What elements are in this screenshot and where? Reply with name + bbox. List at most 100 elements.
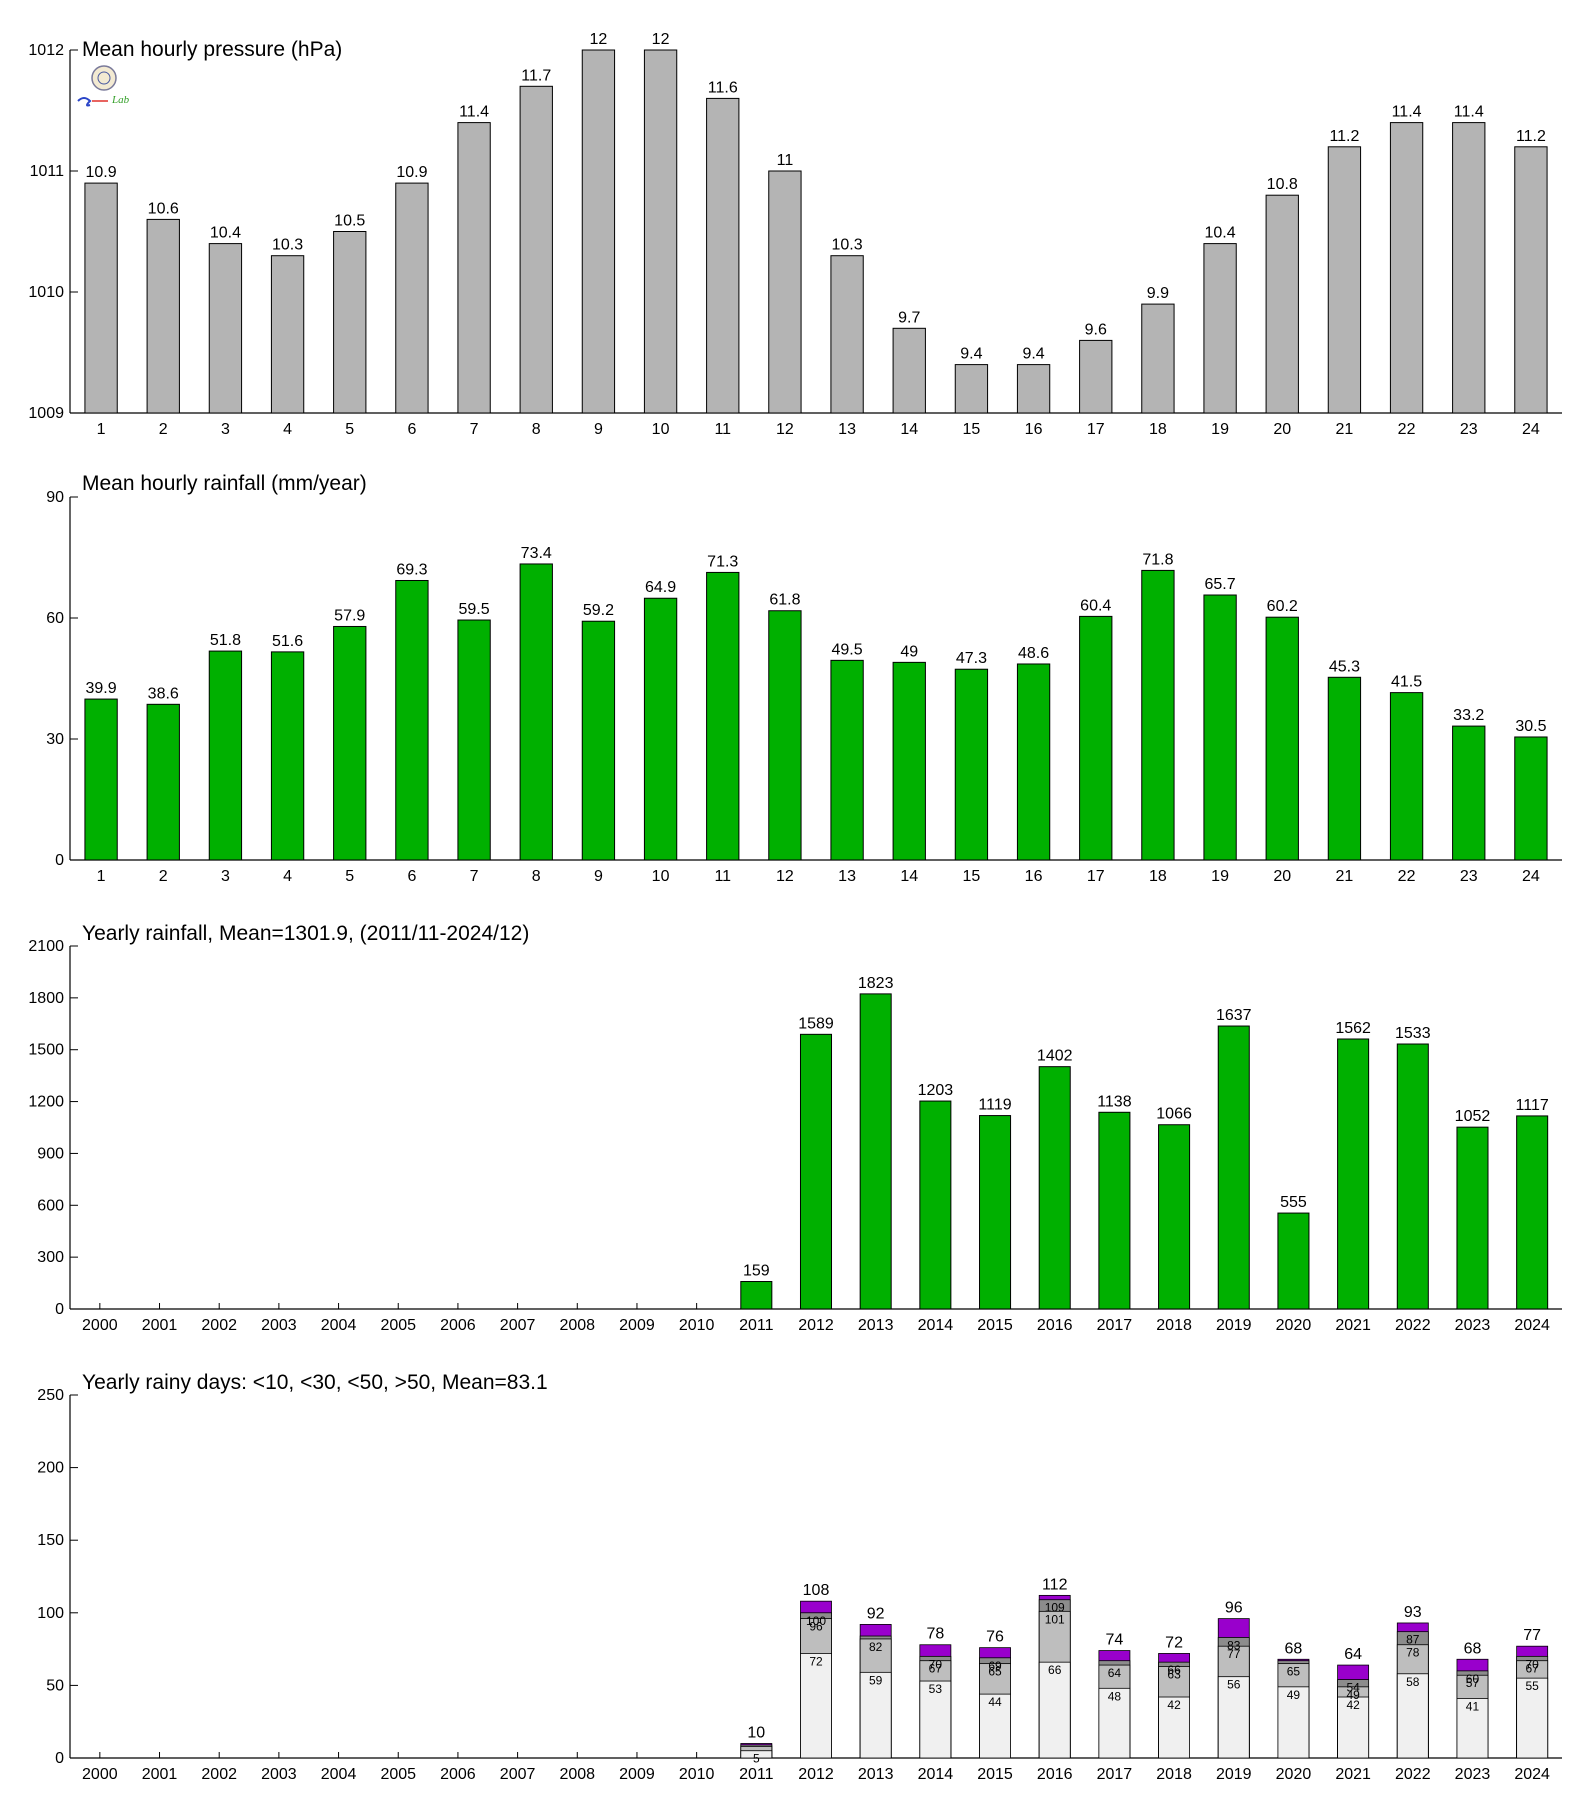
hourly-rain-x-tick-label: 19 <box>1211 868 1229 885</box>
rainy-days-lt10-label: 42 <box>1346 1698 1360 1712</box>
rainy-days-x-tick-label: 2022 <box>1395 1766 1431 1783</box>
yearly-rain-x-tick-label: 2007 <box>500 1317 536 1334</box>
yearly-rain-x-tick-label: 2010 <box>679 1317 715 1334</box>
yearly-rain-x-tick-label: 2000 <box>82 1317 118 1334</box>
hourly-rain-data-label: 57.9 <box>334 607 365 624</box>
yearly-rain-x-tick-label: 2018 <box>1156 1317 1192 1334</box>
hourly-rain-data-label: 39.9 <box>86 680 117 697</box>
pressure-data-label: 9.4 <box>960 346 982 363</box>
lab-logo: Lab <box>77 65 130 107</box>
yearly-rain-y-tick-label: 1800 <box>28 990 64 1007</box>
hourly-rain-x-tick-label: 21 <box>1336 868 1354 885</box>
pressure-x-tick-label: 18 <box>1149 421 1167 438</box>
pressure-x-tick-label: 14 <box>900 421 918 438</box>
pressure-x-tick-label: 4 <box>283 421 292 438</box>
pressure-x-tick-label: 11 <box>714 421 731 438</box>
seal-icon <box>91 65 117 91</box>
yearly-rain-x-tick-label: 2015 <box>977 1317 1013 1334</box>
rainy-days-lt10-label: 44 <box>988 1695 1002 1709</box>
hourly-rain-x-tick-label: 24 <box>1522 868 1540 885</box>
pressure-y-tick-label: 1011 <box>30 163 65 180</box>
pressure-x-tick-label: 23 <box>1460 421 1478 438</box>
yearly-rain-x-tick-label: 2012 <box>798 1317 834 1334</box>
rainy-days-lt30-label: 78 <box>1406 1646 1420 1660</box>
rainy-days-total-label: 96 <box>1225 1600 1243 1617</box>
rainy-days-lt30-label: 67 <box>1525 1662 1539 1676</box>
hourly-rain-bar <box>1452 725 1486 861</box>
hourly-rain-bar <box>1389 692 1424 861</box>
pressure-x-tick-label: 21 <box>1336 421 1354 438</box>
rainy-days-y-tick-label: 200 <box>37 1460 64 1477</box>
hourly-rain-data-label: 71.3 <box>707 553 738 570</box>
rainy-days-lt30-label: 65 <box>988 1665 1002 1679</box>
pressure-bar <box>830 255 864 414</box>
hourly-rain-data-label: 65.7 <box>1205 576 1236 593</box>
rainy-days-y-tick-label: 50 <box>46 1677 64 1694</box>
rainy-days-x-tick-label: 2013 <box>858 1766 894 1783</box>
rainy-days-lt30-label: 57 <box>1466 1676 1480 1690</box>
rainy-days-lt30-label: 65 <box>1287 1665 1301 1679</box>
hourly-rain-data-label: 71.8 <box>1142 551 1173 568</box>
hourly-rain-bar <box>1265 616 1299 861</box>
hourly-rain-data-label: 64.9 <box>645 579 676 596</box>
yearly-rain-data-label: 1533 <box>1395 1025 1431 1042</box>
yearly-rainfall-chart-title: Yearly rainfall, Mean=1301.9, (2011/11-2… <box>82 922 529 945</box>
pressure-chart-title: Mean hourly pressure (hPa) <box>82 38 342 61</box>
pressure-bar <box>146 218 180 414</box>
rainy-days-x-tick-label: 2003 <box>261 1766 297 1783</box>
rainy-days-lt30-label: 64 <box>1108 1666 1122 1680</box>
rainy-days-lt30-label: 101 <box>1045 1612 1065 1626</box>
pressure-x-tick-label: 7 <box>470 421 479 438</box>
rainy-days-x-tick-label: 2004 <box>321 1766 357 1783</box>
rainy-days-lt50-label: 83 <box>1227 1638 1241 1652</box>
rainy-days-panel: Yearly rainy days: <10, <30, <50, >50, M… <box>37 1371 1562 1783</box>
pressure-data-label: 10.6 <box>148 200 179 217</box>
rainy-days-total-label: 10 <box>747 1724 765 1741</box>
hourly-rain-data-label: 61.8 <box>769 592 800 609</box>
hourly-rain-x-tick-label: 9 <box>594 868 603 885</box>
hourly-rain-bar <box>581 620 616 861</box>
hourly-rain-x-tick-label: 5 <box>345 868 354 885</box>
rainy-days-total-label: 78 <box>926 1626 944 1643</box>
hourly-rain-data-label: 51.6 <box>272 633 303 650</box>
pressure-x-tick-label: 1 <box>97 421 106 438</box>
rainy-days-lt10-segment <box>1158 1696 1190 1759</box>
pressure-x-tick-label: 3 <box>221 421 230 438</box>
hourly-rain-data-label: 73.4 <box>521 545 552 562</box>
hourly-rain-bar <box>333 625 367 861</box>
pressure-x-tick-label: 5 <box>345 421 354 438</box>
yearly-rain-x-tick-label: 2014 <box>918 1317 954 1334</box>
pressure-x-tick-label: 20 <box>1273 421 1291 438</box>
rainy-days-lt10-label: 5 <box>753 1752 760 1766</box>
hourly-rain-data-label: 60.2 <box>1267 598 1298 615</box>
pressure-x-tick-label: 22 <box>1398 421 1416 438</box>
rainy-days-lt50-label: 70 <box>1525 1657 1539 1671</box>
yearly-rain-data-label: 1589 <box>798 1015 834 1032</box>
yearly-rain-y-tick-label: 1500 <box>28 1042 64 1059</box>
pressure-data-label: 10.8 <box>1267 176 1298 193</box>
pressure-data-label: 12 <box>652 31 670 48</box>
yearly-rain-x-tick-label: 2002 <box>201 1317 237 1334</box>
yearly-rain-x-tick-label: 2001 <box>142 1317 178 1334</box>
hourly-rain-bar <box>1079 615 1113 861</box>
yearly-rain-bar <box>1277 1212 1310 1310</box>
yearly-rain-bar <box>1516 1115 1549 1310</box>
pressure-data-label: 10.4 <box>210 225 241 242</box>
yearly-rain-x-tick-label: 2021 <box>1335 1317 1371 1334</box>
rainy-days-lt10-segment <box>740 1750 773 1759</box>
logo-text: Lab <box>111 94 130 106</box>
yearly-rain-y-tick-label: 300 <box>37 1249 64 1266</box>
pressure-bar <box>768 170 802 414</box>
hourly-rain-data-label: 47.3 <box>956 650 987 667</box>
yearly-rain-bar <box>740 1281 773 1310</box>
rainy-days-lt10-label: 53 <box>929 1682 943 1696</box>
hourly-rain-x-tick-label: 23 <box>1460 868 1478 885</box>
hourly-rain-data-label: 69.3 <box>396 561 427 578</box>
hourly-rain-x-tick-label: 11 <box>714 868 731 885</box>
rainy-days-lt30-label: 67 <box>929 1662 943 1676</box>
hourly-rain-x-tick-label: 14 <box>900 868 918 885</box>
rainy-days-x-tick-label: 2008 <box>559 1766 595 1783</box>
yearly-rain-x-tick-label: 2005 <box>380 1317 416 1334</box>
hourly-rain-bar <box>768 610 802 861</box>
rainy-days-x-tick-label: 2020 <box>1276 1766 1312 1783</box>
